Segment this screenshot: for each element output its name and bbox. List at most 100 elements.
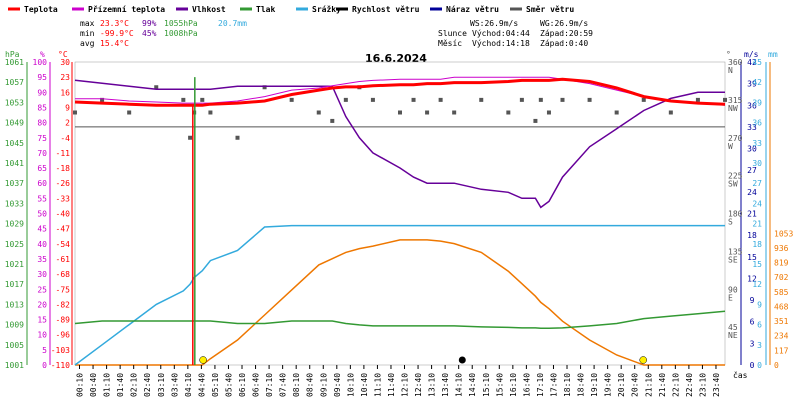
stat-max-hum: 99% bbox=[142, 19, 157, 28]
x-tick-label: 07:10 bbox=[265, 373, 274, 397]
ms-tick: 3 bbox=[750, 339, 755, 348]
wind-dir-point bbox=[73, 110, 77, 115]
ms-tick: 42 bbox=[747, 58, 757, 67]
x-tick-label: 20:10 bbox=[617, 373, 626, 397]
series-humidity bbox=[74, 79, 725, 209]
moon-marker bbox=[458, 356, 466, 364]
left-axes: 1061105710531049104510411037103310291025… bbox=[5, 58, 73, 370]
wind-dir-point bbox=[398, 110, 402, 115]
moon-set: Západ:0:40 bbox=[540, 39, 588, 48]
mm-tick: 36 bbox=[752, 119, 762, 128]
wind-dir-point bbox=[587, 97, 592, 102]
wind-dir-point bbox=[614, 110, 619, 115]
c-tick: -82 bbox=[56, 300, 71, 309]
x-tick-label: 13:40 bbox=[441, 373, 450, 397]
c-tick: -11 bbox=[56, 149, 71, 158]
wind-dir-point bbox=[438, 97, 443, 102]
wm2-tick: 0 bbox=[774, 361, 779, 370]
stat-max-temp: 23.3°C bbox=[100, 19, 129, 28]
wind-dir-point bbox=[411, 97, 416, 102]
x-tick-label: 18:40 bbox=[577, 373, 586, 397]
pct-tick: 40 bbox=[37, 240, 47, 249]
ms-tick: 36 bbox=[747, 101, 757, 110]
wind-dir-point bbox=[668, 110, 673, 115]
axis-unit-time: čas bbox=[733, 370, 748, 380]
wind-dir-point bbox=[100, 97, 105, 102]
legend-label-temperature: Teplota bbox=[24, 5, 58, 14]
deg-tick: 90 bbox=[728, 285, 738, 294]
x-tick-label: 05:10 bbox=[211, 373, 220, 397]
wind-dir-point bbox=[425, 110, 430, 115]
x-tick-label: 10:40 bbox=[360, 373, 369, 397]
c-tick: 9 bbox=[65, 103, 70, 112]
ms-tick: 15 bbox=[747, 253, 757, 262]
mm-tick: 15 bbox=[752, 260, 762, 269]
pct-tick: 20 bbox=[37, 300, 47, 309]
axis-unit-deg: ° bbox=[726, 50, 731, 59]
pct-tick: 75 bbox=[37, 134, 47, 143]
mm-tick: 6 bbox=[757, 321, 762, 330]
axis-unit-hpa: hPa bbox=[5, 50, 20, 59]
x-tick-label: 10:10 bbox=[346, 373, 355, 397]
axis-unit-mm: mm bbox=[768, 50, 778, 59]
c-tick: -18 bbox=[56, 164, 71, 173]
x-tick-label: 06:40 bbox=[252, 373, 261, 397]
mm-tick: 42 bbox=[752, 78, 762, 87]
mm-tick: 39 bbox=[752, 98, 762, 107]
wind-dir-point bbox=[188, 135, 193, 140]
hpa-tick: 1009 bbox=[5, 321, 24, 330]
stat-max-press: 1055hPa bbox=[164, 19, 198, 28]
pct-tick: 85 bbox=[37, 103, 47, 112]
mm-tick: 3 bbox=[757, 341, 762, 350]
stat-max-label: max bbox=[80, 19, 95, 28]
wind-dir-point bbox=[533, 118, 538, 123]
hpa-tick: 1037 bbox=[5, 179, 24, 188]
deg-tick: 360 bbox=[728, 58, 743, 67]
axis-unit-c: °C bbox=[58, 50, 68, 59]
stat-min-hum: 45% bbox=[142, 29, 157, 38]
stat-min-label: min bbox=[80, 29, 95, 38]
wind-dir-point bbox=[479, 97, 484, 102]
series-rain bbox=[74, 224, 725, 366]
deg-dir-label: SE bbox=[728, 255, 738, 264]
ms-tick: 21 bbox=[747, 210, 757, 219]
c-tick: -47 bbox=[56, 225, 71, 234]
mm-tick: 21 bbox=[752, 220, 762, 229]
wm2-tick: 936 bbox=[774, 244, 789, 253]
pct-tick: 60 bbox=[37, 179, 47, 188]
pct-tick: 100 bbox=[33, 58, 48, 67]
chart-title: 16.6.2024 bbox=[365, 52, 427, 65]
deg-dir-label: S bbox=[728, 218, 733, 227]
stat-min-press: 1008hPa bbox=[164, 29, 198, 38]
mm-tick: 27 bbox=[752, 179, 762, 188]
x-tick-label: 11:10 bbox=[373, 373, 382, 397]
deg-dir-label: NE bbox=[728, 331, 738, 340]
wm2-tick: 234 bbox=[774, 332, 789, 341]
x-tick-label: 09:40 bbox=[333, 373, 342, 397]
wind-dir-point bbox=[506, 110, 511, 115]
wind-dir-point bbox=[723, 97, 727, 102]
x-tick-label: 06:10 bbox=[238, 373, 247, 397]
deg-dir-label: W bbox=[728, 142, 733, 151]
pct-tick: 30 bbox=[37, 270, 47, 279]
ms-tick: 9 bbox=[750, 296, 755, 305]
c-tick: -61 bbox=[56, 255, 71, 264]
legend-label-gust: Náraz větru bbox=[446, 4, 499, 14]
pct-tick: 10 bbox=[37, 331, 47, 340]
plot-area bbox=[73, 61, 727, 366]
hpa-tick: 1057 bbox=[5, 78, 24, 87]
stat-wg: WG:26.9m/s bbox=[540, 19, 588, 28]
legend-label-wind_speed: Rychlost větru bbox=[352, 4, 420, 14]
wm2-tick: 117 bbox=[774, 346, 789, 355]
mm-tick: 33 bbox=[752, 139, 762, 148]
c-tick: -68 bbox=[56, 270, 71, 279]
pct-tick: 0 bbox=[42, 361, 47, 370]
legend: Teplota Přízemní teplota Vlhkost Tlak Srážky… bbox=[8, 4, 574, 14]
series-temperature bbox=[74, 77, 726, 107]
wind-dir-point bbox=[641, 97, 646, 102]
c-tick: -103 bbox=[51, 346, 70, 355]
wind-dir-point bbox=[538, 97, 543, 102]
x-tick-label: 05:40 bbox=[224, 373, 233, 397]
deg-tick: 135 bbox=[728, 247, 743, 256]
pct-tick: 55 bbox=[37, 194, 47, 203]
